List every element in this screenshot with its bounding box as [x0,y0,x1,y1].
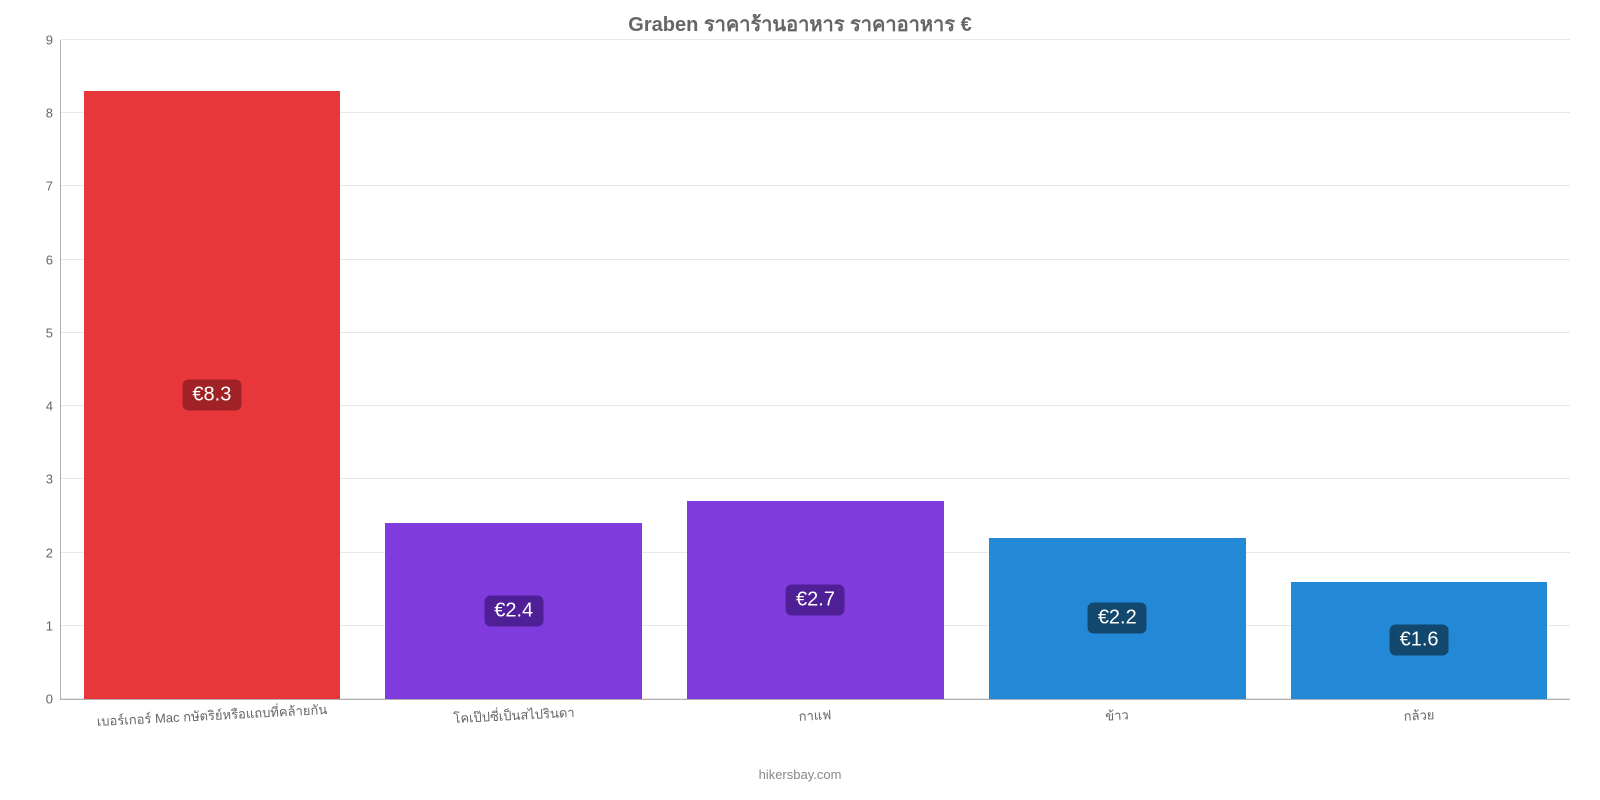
chart-container: Graben ราคาร้านอาหาร ราคาอาหาร € 0 1 2 3… [0,0,1600,800]
bar: €1.6 [1291,582,1548,699]
bars-layer: €8.3 เบอร์เกอร์ Mac กษัตริย์หรือแถบที่คล… [61,40,1570,699]
xtick-label: เบอร์เกอร์ Mac กษัตริย์หรือแถบที่คล้ายกั… [96,699,327,732]
value-badge: €2.4 [484,596,543,627]
ytick-label: 1 [46,618,53,633]
ytick-label: 0 [46,692,53,707]
value-badge: €1.6 [1390,625,1449,656]
bar: €2.2 [989,538,1246,699]
bar-slot: €1.6 กล้วย [1268,40,1570,699]
ytick-label: 8 [46,106,53,121]
plot-area: 0 1 2 3 4 5 6 7 8 9 [60,40,1570,700]
bar: €8.3 [84,91,341,699]
chart-title: Graben ราคาร้านอาหาร ราคาอาหาร € [0,8,1600,40]
xtick-label: ข้าว [1105,704,1130,726]
bar-slot: €2.2 ข้าว [966,40,1268,699]
value-badge: €8.3 [182,380,241,411]
bar-slot: €2.7 กาแฟ [665,40,967,699]
xtick-label: โคเป๊ปซี่เป็นสไปรินดา [453,702,575,729]
ytick-label: 6 [46,252,53,267]
bar: €2.4 [385,523,642,699]
xtick-label: กาแฟ [799,704,833,727]
ytick-label: 2 [46,545,53,560]
ytick-label: 9 [46,33,53,48]
ytick-label: 5 [46,325,53,340]
ytick-label: 3 [46,472,53,487]
bar: €2.7 [687,501,944,699]
xtick-label: กล้วย [1403,704,1435,727]
attribution-text: hikersbay.com [0,767,1600,782]
value-badge: €2.2 [1088,603,1147,634]
bar-slot: €8.3 เบอร์เกอร์ Mac กษัตริย์หรือแถบที่คล… [61,40,363,699]
bar-slot: €2.4 โคเป๊ปซี่เป็นสไปรินดา [363,40,665,699]
ytick-label: 4 [46,399,53,414]
ytick-label: 7 [46,179,53,194]
value-badge: €2.7 [786,585,845,616]
